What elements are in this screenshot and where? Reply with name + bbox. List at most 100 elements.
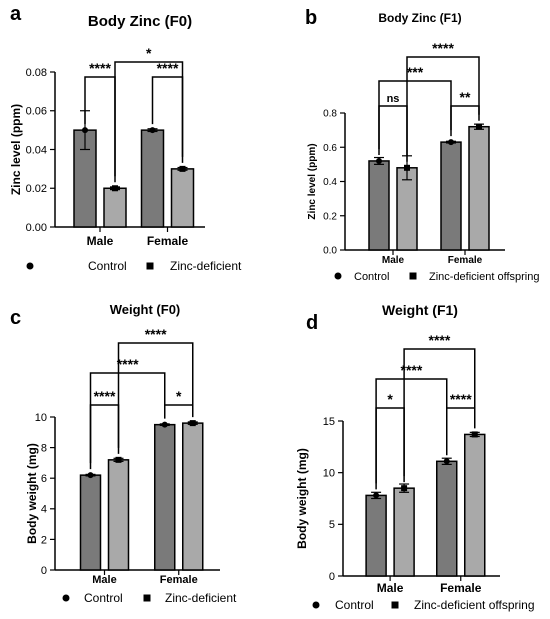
significance-label: ****: [94, 388, 116, 404]
significance-bracket: [114, 61, 184, 177]
bar-zinc-deficient-male: [393, 487, 415, 577]
significance-bracket: [375, 407, 405, 490]
legend-marker-circle: [334, 272, 342, 280]
bar-zinc-deficient-female: [464, 433, 486, 577]
significance-bracket: [375, 378, 448, 484]
y-tick-label: 0.0: [323, 246, 337, 257]
bar-zinc-deficient-female: [182, 422, 204, 571]
y-tick-label: 0: [41, 565, 47, 577]
chart-title: Weight (F0): [110, 302, 181, 317]
data-point: [376, 157, 382, 164]
x-tick-label: Female: [160, 574, 198, 586]
y-tick-label: 0.08: [26, 67, 47, 79]
legend-marker-circle: [26, 262, 34, 270]
panel-letter: a: [10, 3, 22, 25]
bar-zinc-deficient-male: [103, 187, 127, 228]
data-point: [87, 472, 94, 479]
chart-panel-a: a Body Zinc (F0) Zinc level (ppm) 0.00 0.02 0…: [9, 3, 242, 273]
bar-control-female: [436, 460, 458, 577]
data-point: [404, 164, 410, 171]
y-tick-label: 6: [41, 473, 47, 485]
data-point: [401, 485, 408, 492]
significance-label: ****: [157, 60, 179, 76]
chart-title: Body Zinc (F1): [378, 11, 461, 25]
significance-label: ns: [387, 93, 400, 105]
y-axis-label: Body weight (mg): [25, 443, 39, 544]
legend-marker-square: [146, 262, 154, 270]
y-tick-label: 0.00: [26, 222, 47, 234]
bar-control-female: [154, 423, 176, 571]
y-tick-label: 0.2: [323, 211, 337, 222]
significance-label: *: [387, 391, 393, 407]
bar-control-male: [368, 160, 390, 251]
y-tick-label: 8: [41, 442, 47, 454]
significance-label: *: [146, 45, 152, 61]
x-tick-label: Male: [382, 255, 405, 266]
bar-zinc-deficient-male: [107, 459, 130, 571]
data-point: [179, 165, 186, 172]
significance-label: ****: [117, 356, 139, 372]
y-tick-label: 4: [41, 504, 47, 516]
chart-title: Weight (F1): [382, 302, 458, 318]
legend-marker-circle: [312, 601, 320, 609]
significance-bracket: [406, 56, 480, 156]
legend-entry: Zinc-deficient offspring: [429, 271, 539, 283]
significance-label: ****: [89, 60, 111, 76]
significance-bracket: [403, 348, 476, 477]
data-point: [189, 420, 196, 427]
y-axis-label: Zinc level (ppm): [9, 104, 23, 195]
y-tick-label: 0.06: [26, 106, 47, 118]
panel-letter: d: [306, 312, 318, 334]
y-axis-label: Body weight (mg): [295, 448, 309, 549]
legend-entry: Zinc-deficient: [165, 591, 237, 605]
y-tick-label: 5: [329, 519, 335, 531]
y-tick-label: 10: [35, 412, 47, 424]
bar-control-female: [140, 129, 165, 228]
significance-bracket: [378, 80, 452, 149]
data-point: [373, 492, 380, 499]
y-tick-label: 0: [329, 571, 335, 583]
legend-entry: Control: [335, 598, 374, 612]
y-tick-label: 15: [323, 416, 335, 428]
bar-zinc-deficient-female: [468, 125, 490, 251]
legend-marker-circle: [62, 594, 70, 602]
data-point: [471, 431, 478, 438]
y-tick-label: 0.4: [323, 177, 337, 188]
legend-marker-square: [143, 594, 151, 602]
bar-control-male: [79, 474, 102, 571]
data-point: [448, 139, 454, 146]
y-tick-label: 10: [323, 468, 335, 480]
data-point: [149, 127, 156, 134]
chart-panel-b: b Body Zinc (F1) Zinc level (ppm) 0.0 0.2 0.4…: [305, 7, 539, 283]
legend-marker-square: [391, 601, 399, 609]
y-tick-label: 0.8: [323, 109, 337, 120]
bar-control-female: [440, 141, 462, 251]
data-point: [115, 456, 122, 463]
y-tick-label: 0.04: [26, 144, 47, 156]
x-tick-label: Male: [87, 234, 114, 248]
significance-label: ****: [401, 362, 423, 378]
significance-bracket: [164, 404, 194, 419]
chart-panel-d: d Weight (F1) Body weight (mg) 0 5 10 15 Male Fe…: [295, 302, 535, 612]
data-point: [476, 123, 482, 130]
panel-letter: c: [10, 307, 21, 329]
panel-letter: b: [305, 7, 317, 29]
data-point: [82, 127, 88, 134]
significance-bracket: [378, 105, 408, 162]
legend-entry: Control: [354, 271, 389, 283]
data-point: [161, 421, 168, 428]
x-tick-label: Male: [377, 581, 404, 595]
significance-label: ***: [407, 64, 424, 80]
data-point: [443, 458, 450, 465]
legend-entry: Control: [84, 591, 123, 605]
x-tick-label: Female: [448, 255, 483, 266]
legend-entry: Zinc-deficient: [170, 259, 242, 273]
legend-entry: Control: [88, 259, 127, 273]
bar-zinc-deficient-female: [170, 168, 195, 228]
significance-bracket: [89, 372, 166, 464]
y-tick-label: 0.02: [26, 183, 47, 195]
significance-label: *: [176, 388, 182, 404]
legend-marker-square: [409, 272, 417, 280]
legend-entry: Zinc-deficient offspring: [414, 598, 535, 612]
significance-label: ****: [450, 391, 472, 407]
